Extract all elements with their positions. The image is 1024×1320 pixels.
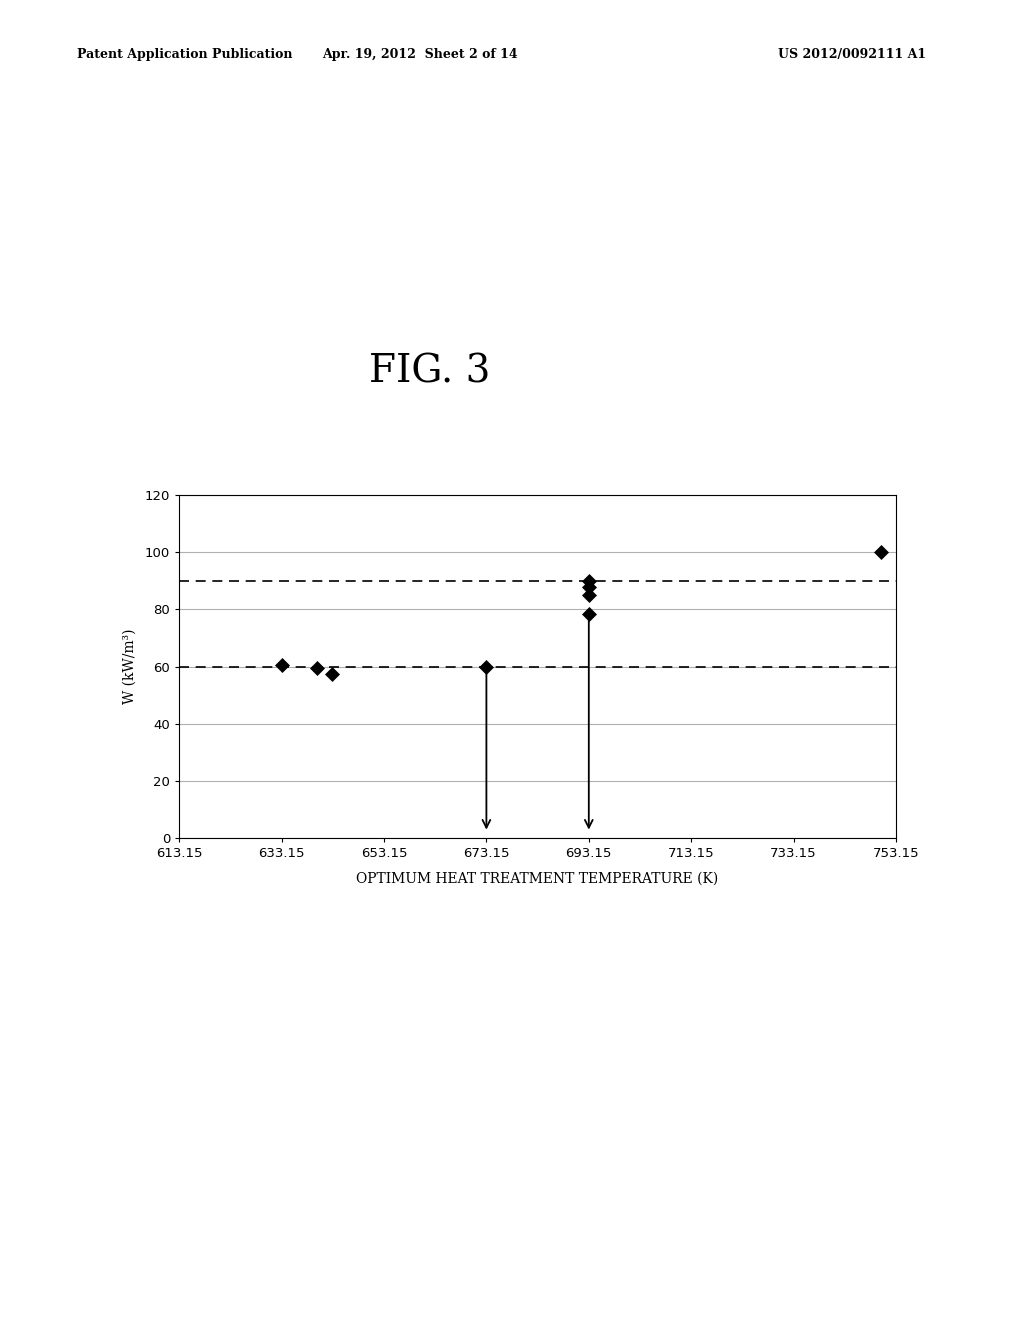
X-axis label: OPTIMUM HEAT TREATMENT TEMPERATURE (K): OPTIMUM HEAT TREATMENT TEMPERATURE (K) [356,871,719,886]
Text: FIG. 3: FIG. 3 [370,354,490,391]
Y-axis label: W (kW/m³): W (kW/m³) [123,628,136,705]
Text: Patent Application Publication: Patent Application Publication [77,48,292,61]
Text: Apr. 19, 2012  Sheet 2 of 14: Apr. 19, 2012 Sheet 2 of 14 [322,48,518,61]
Text: US 2012/0092111 A1: US 2012/0092111 A1 [778,48,927,61]
